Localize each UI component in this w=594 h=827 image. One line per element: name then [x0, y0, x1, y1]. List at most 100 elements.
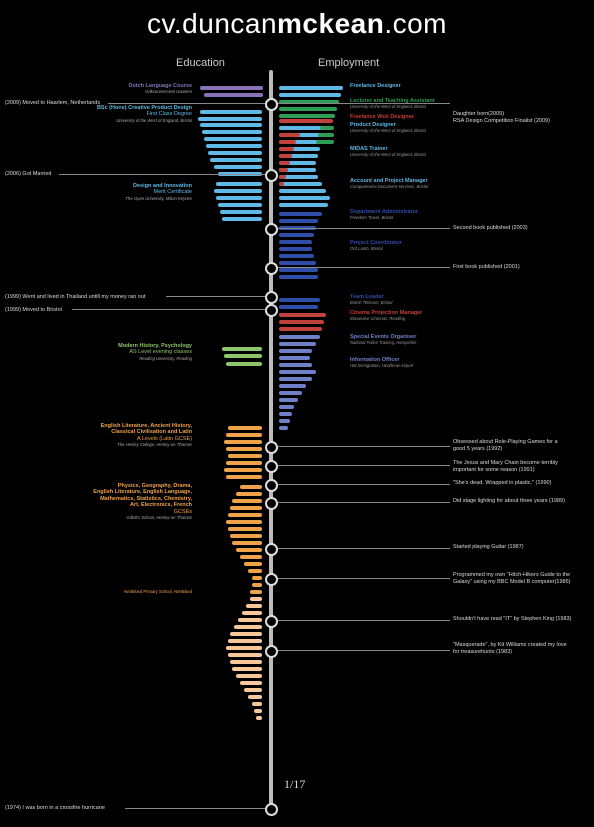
- timeline-node: [264, 644, 278, 658]
- timeline-node: [264, 261, 278, 275]
- employment-subtitle: National Police Training, Hampshire: [350, 340, 417, 346]
- employment-subtitle: Freedom Travel, Bristol: [350, 215, 394, 221]
- employment-title: Lecturer and Teaching Assistant: [350, 98, 435, 104]
- education-bar: [226, 447, 262, 451]
- employment-bar: [279, 363, 312, 367]
- employment-bar: [279, 119, 333, 123]
- employment-bar: [279, 261, 316, 265]
- timeline-node: [264, 496, 278, 510]
- education-bar: [204, 137, 262, 141]
- education-title: Art, Electronics, French: [129, 502, 192, 509]
- employment-subtitle: Ord Lumb, Bristol: [350, 246, 383, 252]
- education-bar: [228, 454, 262, 458]
- education-bar: [226, 362, 262, 366]
- education-subtitle: University of the West of England, Brist…: [116, 117, 192, 123]
- right-event-leader: [276, 578, 450, 579]
- right-event-leader: [276, 620, 450, 621]
- employment-bar: [279, 175, 318, 179]
- education-bar: [224, 468, 262, 472]
- right-event-label: for treasurehunts (1983): [453, 648, 513, 655]
- employment-subtitle: University of the West of England, Brist…: [350, 104, 426, 110]
- right-event-leader: [276, 267, 450, 268]
- employment-bar: [279, 356, 310, 360]
- employment-bar: [279, 384, 306, 388]
- education-bar: [228, 653, 262, 657]
- employment-bar-overlap: [279, 154, 292, 158]
- employment-bar: [279, 268, 318, 272]
- right-event-label: Did stage lighting for about three years…: [453, 498, 565, 504]
- employment-bar: [279, 342, 316, 346]
- education-title: Physics, Geography, Drama,: [117, 483, 192, 489]
- left-event-leader: [165, 296, 265, 297]
- employment-bar: [279, 182, 322, 186]
- title-suffix: .com: [384, 8, 448, 39]
- employment-title: Information Officer: [350, 357, 400, 363]
- employment-bar: [279, 240, 312, 244]
- right-event-label: Obsessed about Role-Playing Games for a: [453, 439, 558, 445]
- right-event-label: Shouldn't have read "IT" by Stephen King…: [453, 616, 572, 622]
- employment-bar: [279, 219, 318, 223]
- education-title: Mathematics, Statistics, Chemistry,: [100, 495, 192, 502]
- right-event-label: Second book published (2003): [453, 225, 528, 231]
- site-title[interactable]: cv.duncanmckean.com: [0, 10, 594, 38]
- right-event-label: important for some reason (1991): [453, 466, 535, 473]
- education-bar: [252, 583, 262, 587]
- left-event-leader: [58, 174, 265, 175]
- right-event-label: "Masquerade", by Kit Williams created my…: [453, 642, 567, 648]
- employment-bar: [279, 349, 312, 353]
- left-event-leader: [124, 808, 265, 809]
- education-bar: [254, 709, 262, 713]
- education-bar: [216, 196, 262, 200]
- education-subtitle: AS Level evening classes: [129, 349, 192, 356]
- education-bar: [230, 506, 262, 510]
- education-subtitle: The Open University, Milton Keynes: [125, 195, 193, 201]
- right-event-label: "She's dead. Wrapped in plastic." (1990): [453, 480, 552, 486]
- education-title: Modern History, Psychology: [118, 343, 192, 349]
- education-bar: [200, 123, 262, 127]
- employment-bar: [279, 196, 330, 200]
- education-bar: [216, 182, 262, 186]
- timeline-node: [264, 290, 278, 304]
- right-event-label: Galaxy" using my BBC Model B computer(19…: [453, 578, 571, 585]
- employment-bar: [279, 377, 312, 381]
- timeline-node: [264, 303, 278, 317]
- education-bar: [244, 688, 262, 692]
- employment-bar-overlap: [320, 126, 334, 130]
- education-bar: [226, 520, 262, 524]
- education-bar: [228, 513, 262, 517]
- education-bar: [248, 695, 262, 699]
- right-event-label: The Jesus and Mary Chain become terribly: [453, 460, 558, 466]
- employment-title: Department Administrator: [350, 209, 418, 215]
- timeline-node: [264, 97, 278, 111]
- education-bar: [226, 475, 262, 479]
- education-bar: [232, 541, 262, 545]
- education-bar: [236, 674, 262, 678]
- employment-bar-overlap: [279, 168, 288, 172]
- left-event-leader: [108, 103, 265, 104]
- education-header: Education: [176, 57, 225, 69]
- employment-bar: [279, 320, 324, 324]
- employment-subtitle: University of the West of England, Brist…: [350, 152, 426, 158]
- education-bar: [240, 681, 262, 685]
- employment-bar: [279, 86, 343, 90]
- employment-bar: [279, 335, 320, 339]
- page-indicator: 1/17: [284, 777, 306, 791]
- employment-bar-overlap: [296, 107, 333, 111]
- right-event-label: First book published (2001): [453, 264, 520, 270]
- education-bar: [230, 534, 262, 538]
- left-event-label: (2009) Moved to Haarlem, Netherlands: [5, 100, 101, 106]
- education-bar: [230, 632, 262, 636]
- education-bar: [222, 347, 262, 351]
- employment-title: Special Events Organiser: [350, 334, 417, 340]
- education-bar: [200, 110, 262, 114]
- education-bar: [250, 597, 262, 601]
- employment-bar: [279, 313, 326, 317]
- employment-bar: [279, 161, 316, 165]
- education-bar: [242, 611, 262, 615]
- employment-bar: [279, 147, 320, 151]
- timeline-node: [264, 222, 278, 236]
- right-event-label: Started playing Guitar (1987): [453, 544, 524, 550]
- employment-bar: [279, 233, 314, 237]
- right-event-label: good 5 years (1992): [453, 445, 503, 452]
